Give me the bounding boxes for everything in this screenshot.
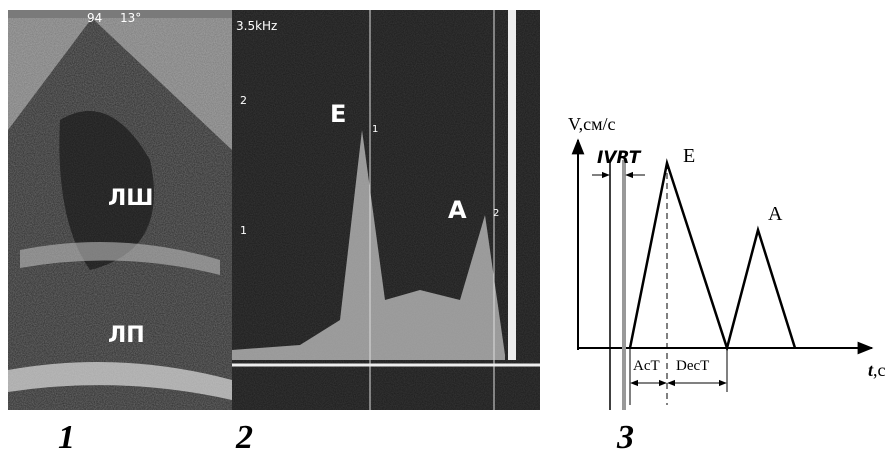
a-wave-label: A — [448, 196, 467, 224]
figure: 94 13° ЛШ ЛП 3.5kHz 2 1 E 1 A 2 V,см/с I… — [0, 0, 892, 450]
marker-label: 1 — [372, 124, 378, 135]
panel-number: 3 — [616, 419, 634, 450]
depth-label: 94 — [87, 11, 102, 25]
e-wave-label: E — [330, 100, 346, 128]
marker-label: 2 — [493, 208, 499, 219]
ventricle-label: ЛШ — [108, 186, 153, 211]
scale-label: 2 — [240, 94, 247, 107]
angle-label: 13° — [120, 11, 141, 25]
y-axis-label: V,см/с — [568, 114, 616, 134]
doppler-panel: 3.5kHz 2 1 E 1 A 2 — [232, 10, 540, 410]
atrium-label: ЛП — [108, 323, 145, 348]
dect-label: DecT — [676, 358, 709, 374]
scale-label: 1 — [240, 224, 247, 237]
a-wave-label: A — [768, 203, 783, 225]
x-axis-label: t,с — [868, 360, 886, 380]
act-label: AcT — [633, 358, 660, 374]
echo-panel: 94 13° ЛШ ЛП — [8, 10, 232, 410]
frequency-label: 3.5kHz — [236, 19, 277, 33]
x-axis-unit: ,с — [873, 360, 886, 380]
schematic — [578, 140, 872, 410]
ivrt-label: IVRT — [597, 148, 642, 168]
e-wave-label: E — [683, 145, 695, 167]
panel-number: 1 — [58, 419, 75, 450]
panel-number: 2 — [235, 419, 253, 450]
